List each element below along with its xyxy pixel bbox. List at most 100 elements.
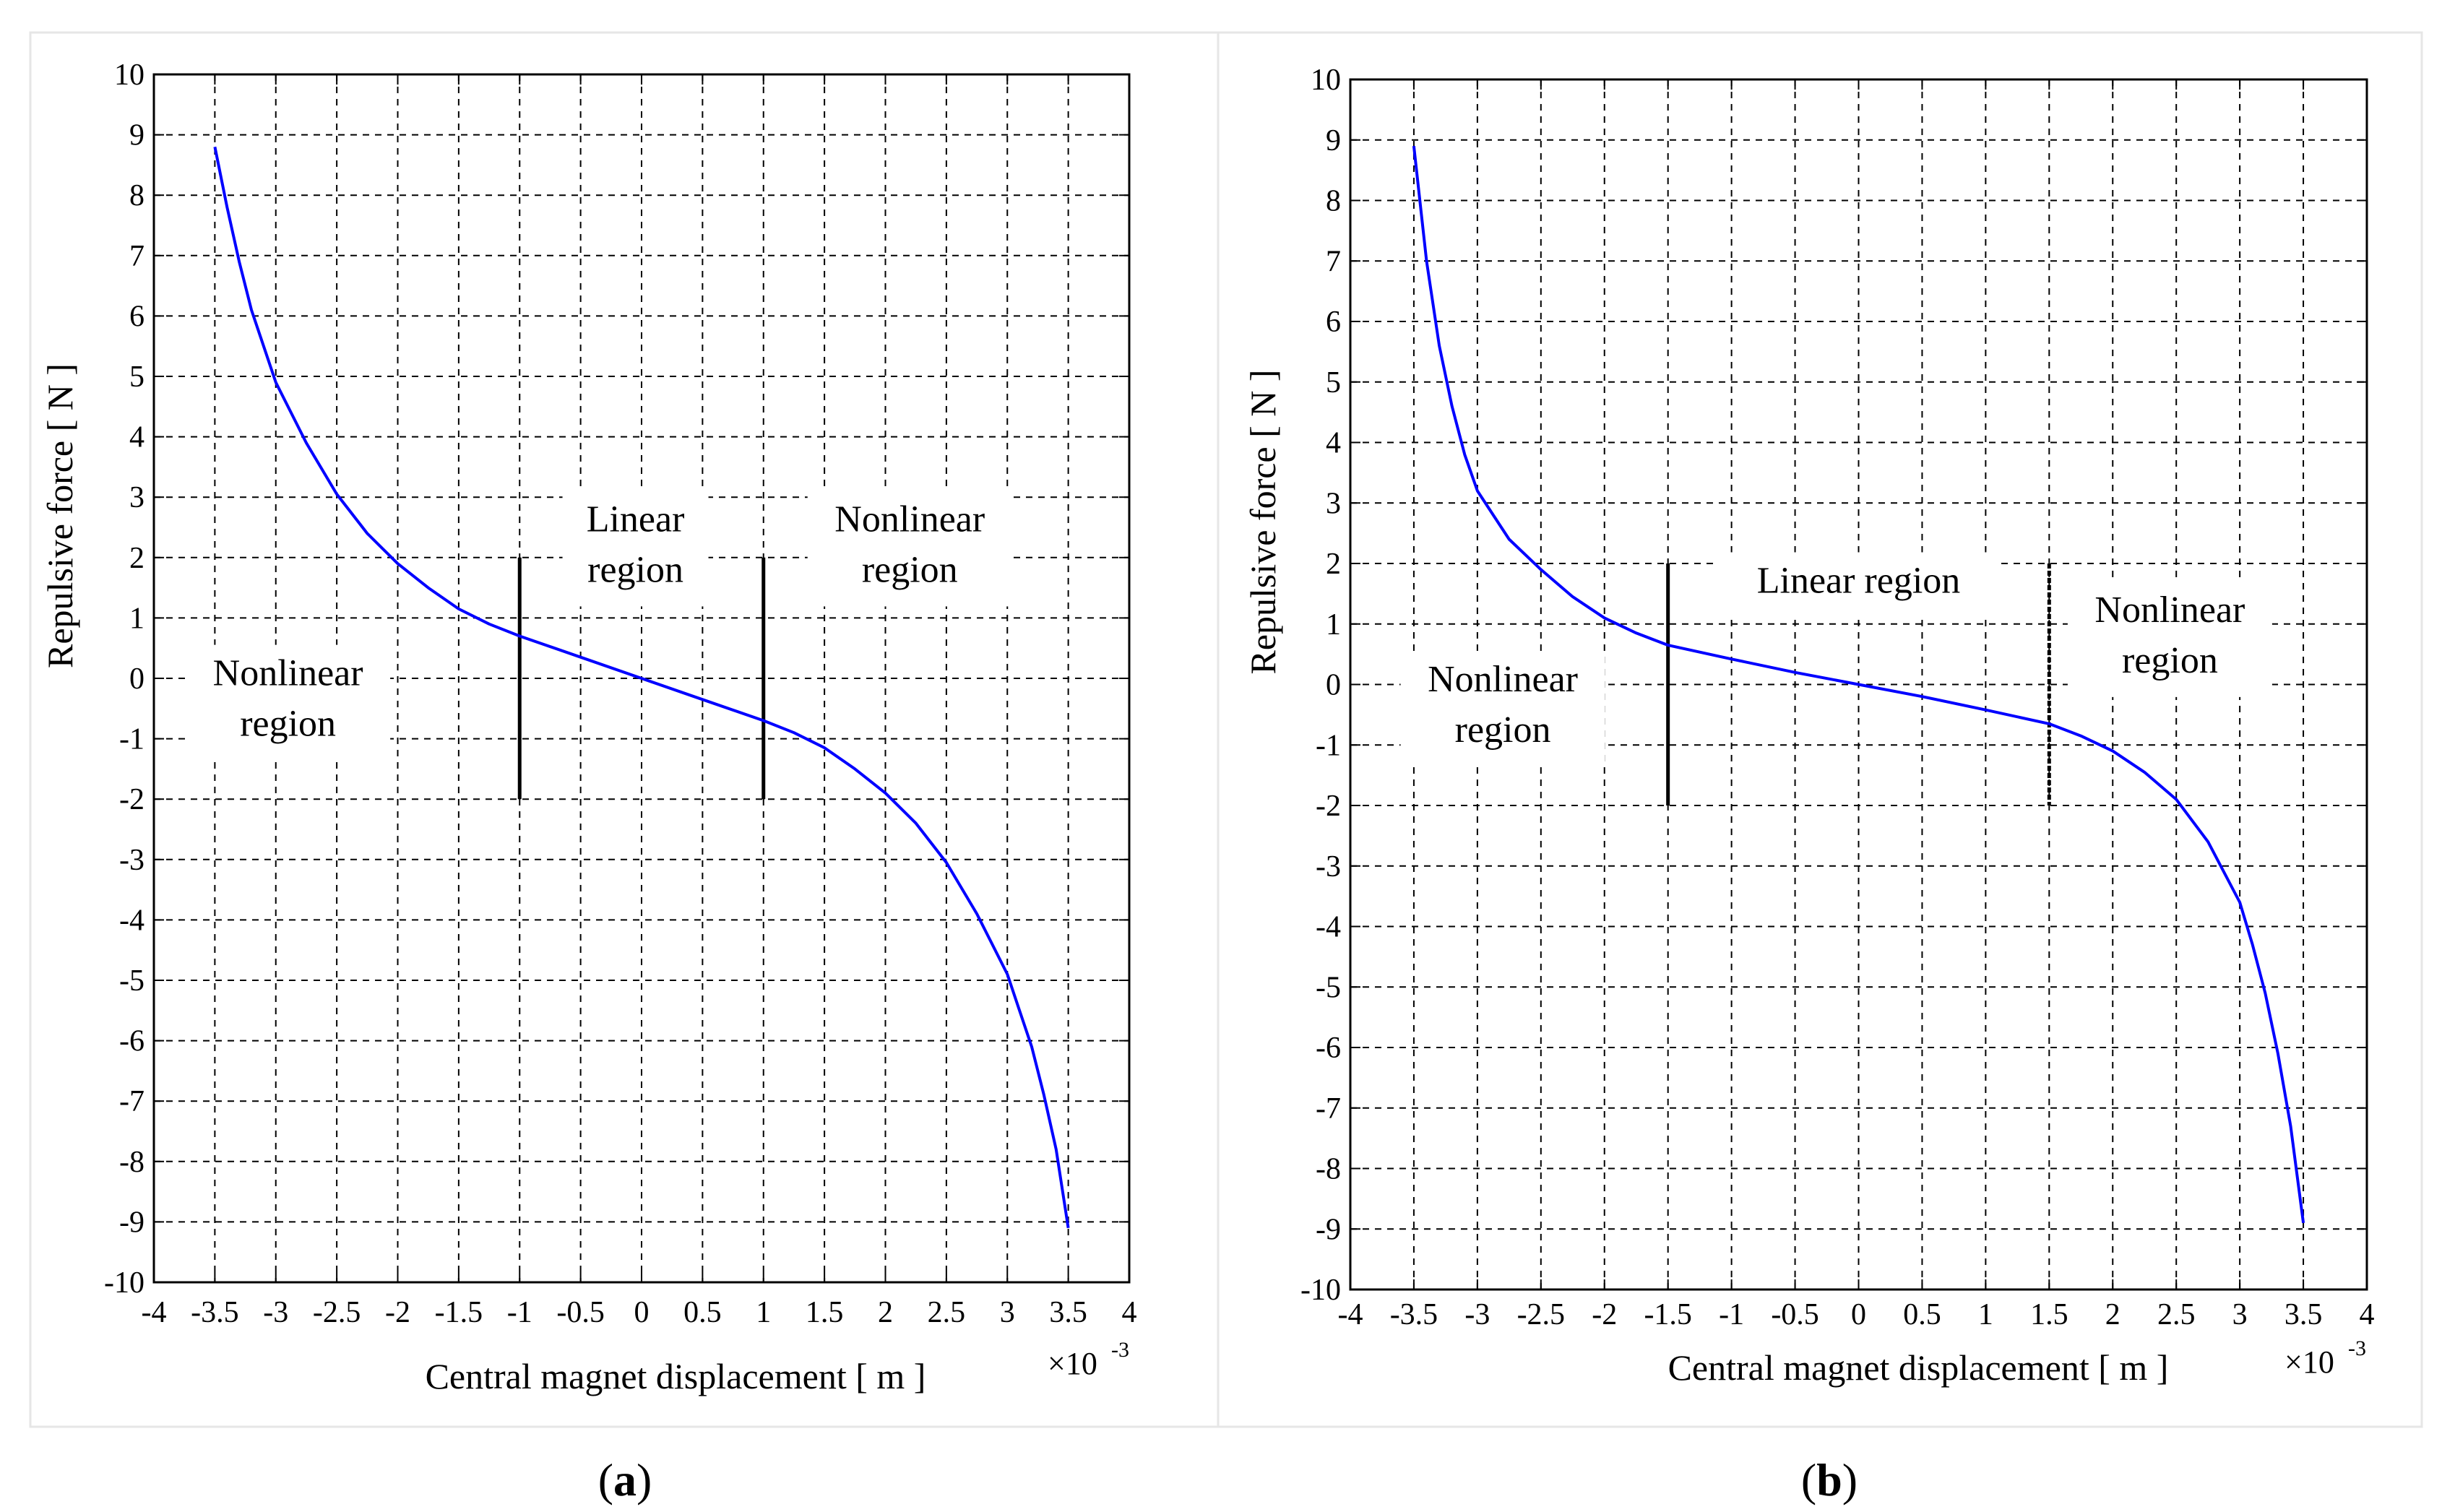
y-tick-label: 3 (1326, 487, 1341, 520)
x-tick-label: -3 (263, 1296, 288, 1329)
x-tick-label: -0.5 (556, 1296, 605, 1329)
y-tick-label: -4 (119, 904, 144, 937)
y-tick-label: -7 (1316, 1092, 1341, 1126)
force-curve (1412, 145, 2305, 1224)
annotation-background (562, 491, 709, 607)
panel-b-background (1217, 31, 2423, 1428)
y-tick-label: 0 (129, 662, 144, 696)
x-tick-label: 3.5 (1049, 1296, 1087, 1329)
region-annotation: Nonlinear (213, 653, 363, 694)
x-tick-label: 0.5 (683, 1296, 722, 1329)
x-tick-label: -1.5 (1644, 1298, 1692, 1331)
y-tick-label: -8 (1316, 1153, 1341, 1186)
y-tick-label: 5 (129, 360, 144, 394)
y-tick-label: 2 (129, 542, 144, 575)
y-tick-label: 4 (129, 421, 144, 454)
y-tick-label: 9 (129, 119, 144, 152)
force-curve (213, 146, 1070, 1229)
region-annotation: region (1455, 709, 1551, 751)
x-axis-title: Central magnet displacement [ m ] (426, 1356, 926, 1396)
y-tick-label: -4 (1316, 911, 1341, 944)
x-tick-label: 3 (1000, 1296, 1015, 1329)
x-tick-label: 1.5 (806, 1296, 844, 1329)
x-tick-label: 2 (2105, 1298, 2120, 1331)
x-tick-label: 0 (1851, 1298, 1866, 1331)
x-tick-label: 1 (1978, 1298, 1993, 1331)
y-tick-label: 10 (114, 59, 144, 92)
y-tick-label: 3 (129, 481, 144, 514)
y-tick-label: -2 (119, 783, 144, 816)
x-tick-label: -3.5 (191, 1296, 239, 1329)
y-tick-label: -6 (1316, 1032, 1341, 1065)
y-tick-label: -6 (119, 1025, 144, 1058)
panel-caption-letter: a (613, 1454, 637, 1505)
y-tick-label: 10 (1311, 64, 1341, 97)
panel-caption: (a) (598, 1454, 652, 1505)
y-tick-label: 4 (1326, 427, 1341, 460)
panel-caption: (b) (1801, 1454, 1858, 1505)
y-axis-title: Repulsive force [ N ] (40, 363, 80, 668)
annotation-background (186, 644, 391, 761)
x-tick-label: -2 (385, 1296, 410, 1329)
x-tick-label: -4 (142, 1296, 167, 1329)
y-tick-label: -7 (119, 1085, 144, 1118)
region-annotation: Nonlinear (834, 498, 985, 540)
annotation-background (1717, 552, 2000, 618)
x-tick-label: 4 (1122, 1296, 1137, 1329)
x-tick-label: 3 (2232, 1298, 2248, 1331)
y-tick-label: -2 (1316, 790, 1341, 823)
panel-caption-letter: b (1816, 1454, 1842, 1505)
y-tick-label: 7 (1326, 245, 1341, 278)
x-tick-label: 2 (878, 1296, 893, 1329)
region-annotation: region (2122, 640, 2218, 681)
x-tick-label: -4 (1338, 1298, 1363, 1331)
region-annotation: region (240, 704, 336, 745)
x-tick-label: 1 (756, 1296, 771, 1329)
y-tick-label: -9 (1316, 1213, 1341, 1246)
x-tick-label: -2.5 (1517, 1298, 1566, 1331)
y-tick-label: -10 (104, 1266, 144, 1300)
y-tick-label: 6 (129, 300, 144, 333)
y-tick-label: -9 (119, 1206, 144, 1239)
y-tick-label: 5 (1326, 366, 1341, 399)
region-annotation: region (587, 549, 683, 590)
y-tick-label: 1 (1326, 608, 1341, 641)
x-axis-multiplier: ×10 (1048, 1346, 1097, 1381)
x-tick-label: 0 (634, 1296, 650, 1329)
x-axis-multiplier-exponent: -3 (1111, 1338, 1129, 1362)
x-tick-label: -1 (1719, 1298, 1744, 1331)
y-tick-label: 8 (1326, 185, 1341, 218)
y-tick-label: -1 (119, 723, 144, 756)
y-tick-label: -5 (1316, 971, 1341, 1004)
chart-panel-a: -4 -3.5 -3 -2.5 -2 -1.5 -1 -0.5 0 0.5 1 1.5 2 2.5 3 3.5… (40, 59, 1137, 1505)
x-tick-label: -0.5 (1771, 1298, 1819, 1331)
x-tick-label: -3 (1464, 1298, 1490, 1331)
region-annotation: Linear (587, 498, 685, 540)
x-tick-label: -2 (1592, 1298, 1617, 1331)
chart-panel-b: -4 -3.5 -3 -2.5 -2 -1.5 -1 -0.5 0 0.5 1 1.5 2 2.5 3 3.5… (1243, 64, 2375, 1505)
y-tick-label: 1 (129, 602, 144, 635)
x-axis-multiplier: ×10 (2284, 1344, 2334, 1380)
x-axis-title: Central magnet displacement [ m ] (1668, 1347, 2169, 1388)
x-tick-label: 0.5 (1903, 1298, 1941, 1331)
y-axis-title: Repulsive force [ N ] (1243, 369, 1283, 674)
x-tick-label: 2.5 (928, 1296, 966, 1329)
y-tick-label: 9 (1326, 124, 1341, 157)
y-tick-label: -10 (1300, 1274, 1341, 1307)
y-tick-label: 6 (1326, 306, 1341, 339)
x-tick-label: -1 (507, 1296, 532, 1329)
annotation-background (2067, 581, 2272, 697)
x-tick-label: -3.5 (1390, 1298, 1438, 1331)
x-axis-multiplier-exponent: -3 (2348, 1336, 2366, 1360)
region-annotation: Nonlinear (1428, 659, 1578, 700)
region-annotation: Nonlinear (2094, 589, 2245, 631)
x-tick-label: 2.5 (2157, 1298, 2196, 1331)
x-tick-label: 4 (2360, 1298, 2375, 1331)
x-tick-label: 3.5 (2284, 1298, 2323, 1331)
region-annotation: region (862, 549, 958, 590)
x-tick-label: -2.5 (313, 1296, 361, 1329)
region-annotation: Linear region (1757, 561, 1961, 602)
x-tick-label: 1.5 (2030, 1298, 2068, 1331)
annotation-background (807, 491, 1012, 607)
y-tick-label: -3 (1316, 850, 1341, 884)
